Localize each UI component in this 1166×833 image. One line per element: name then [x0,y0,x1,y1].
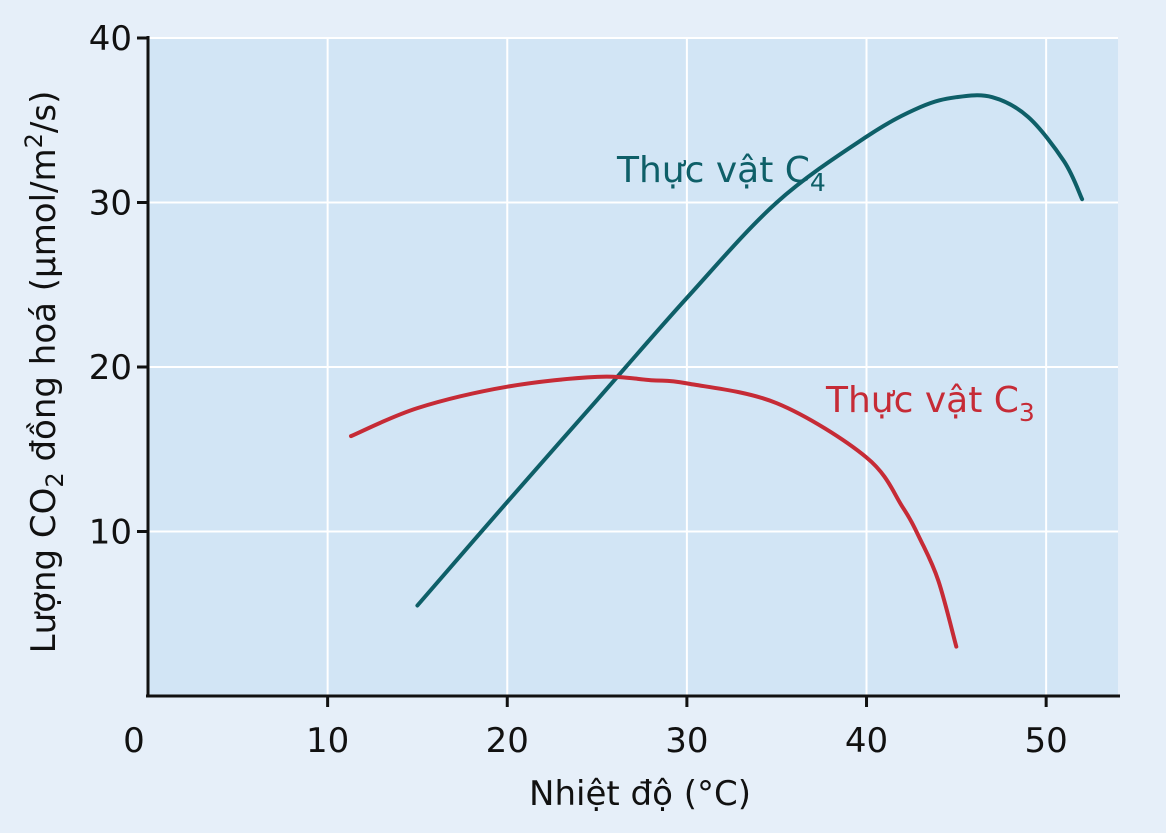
x-tick-label: 40 [845,721,888,761]
y-tick-label: 10 [89,513,132,553]
origin-label: 0 [123,721,145,761]
y-tick-label: 40 [89,19,132,59]
series-label-c4: Thực vật C4 [616,150,826,197]
labels: Nhiệt độ (°C) Lượng CO2 đồng hoá (µmol/m… [20,91,1035,814]
y-axis-title-subscript: 2 [41,472,69,487]
series-layer [349,93,1085,649]
series-label-c3: Thực vật C3 [825,380,1035,427]
x-tick-label: 50 [1025,721,1068,761]
x-tick-label: 10 [306,721,349,761]
y-axis-title-superscript: 2 [20,133,48,148]
series-label-c3-subscript: 3 [1019,398,1035,427]
series-label-c4-subscript: 4 [810,168,826,197]
y-axis-title: Lượng CO2 đồng hoá (µmol/m2/s) [20,91,69,654]
x-tick-label: 20 [486,721,529,761]
y-tick-label: 30 [89,184,132,224]
series-line-c4 [415,93,1085,608]
x-axis-title: Nhiệt độ (°C) [529,774,751,814]
y-tick-label: 20 [89,348,132,388]
series-line-c3 [349,374,959,649]
x-tick-label: 30 [665,721,708,761]
grid [148,37,1118,696]
